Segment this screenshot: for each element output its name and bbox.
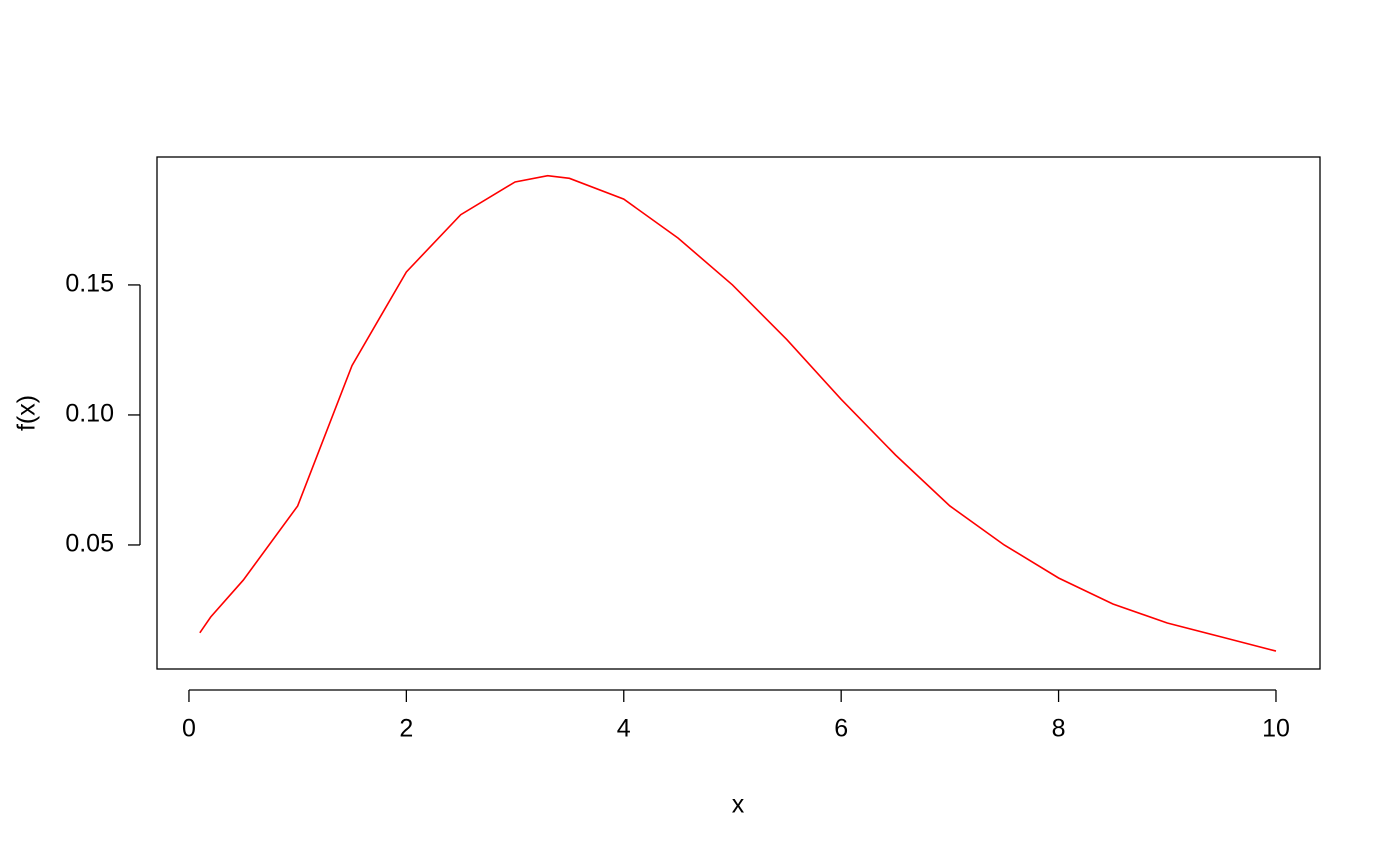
x-tick-label: 0 (182, 715, 196, 743)
x-tick-label: 8 (1052, 715, 1066, 743)
x-tick-label: 4 (617, 715, 631, 743)
y-tick-label: 0.15 (65, 270, 114, 298)
data-line (199, 174, 1277, 652)
x-tick-label: 10 (1262, 715, 1290, 743)
x-tick-label: 6 (834, 715, 848, 743)
y-tick-label: 0.10 (65, 400, 114, 428)
y-axis-label: f(x) (13, 395, 41, 431)
x-axis-label: x (732, 791, 745, 819)
y-tick-label: 0.05 (65, 530, 114, 558)
plot-frame (156, 156, 1321, 670)
x-tick-label: 2 (399, 715, 413, 743)
